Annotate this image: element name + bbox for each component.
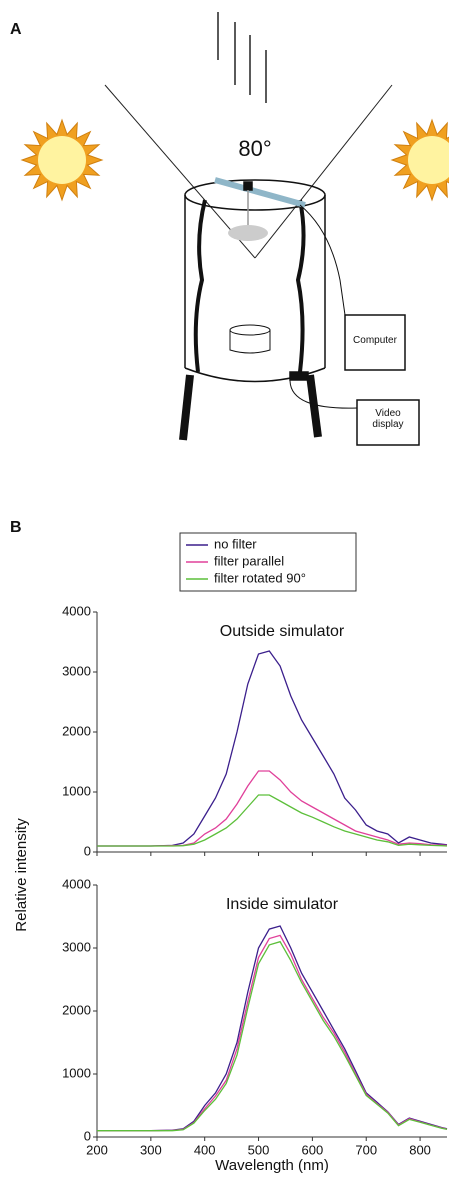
legend-label: filter parallel [214, 553, 284, 568]
series-line [97, 935, 447, 1130]
y-tick-label: 1000 [62, 1065, 91, 1080]
series-line [97, 942, 447, 1131]
angle-label: 80° [238, 136, 271, 161]
x-tick-label: 400 [194, 1142, 216, 1157]
figure-canvas: A 80° B 01000200030004000Outside simulat… [0, 0, 449, 1179]
y-tick-label: 4000 [62, 603, 91, 618]
y-tick-label: 4000 [62, 876, 91, 891]
x-tick-label: 300 [140, 1142, 162, 1157]
panel-label: A [10, 21, 22, 38]
video-label: Video display [366, 408, 410, 430]
series-line [97, 651, 447, 846]
legend-label: no filter [214, 536, 257, 551]
panel-label: B [10, 519, 22, 536]
y-tick-label: 0 [84, 1128, 91, 1143]
series-line [97, 795, 447, 846]
x-tick-label: 800 [409, 1142, 431, 1157]
figure: A 80° B 01000200030004000Outside simulat… [0, 0, 449, 1179]
series-line [97, 926, 447, 1131]
y-axis-label: Relative intensity [13, 818, 30, 932]
light-rays [218, 12, 266, 103]
y-tick-label: 0 [84, 843, 91, 858]
x-tick-label: 500 [248, 1142, 270, 1157]
y-tick-label: 2000 [62, 723, 91, 738]
x-tick-label: 600 [302, 1142, 324, 1157]
y-tick-label: 2000 [62, 1002, 91, 1017]
chart-title: Inside simulator [226, 896, 339, 913]
legend-label: filter rotated 90° [214, 570, 306, 585]
y-tick-label: 3000 [62, 939, 91, 954]
y-tick-label: 1000 [62, 783, 91, 798]
cylinder [183, 180, 419, 445]
x-tick-label: 700 [355, 1142, 377, 1157]
chart-title: Outside simulator [220, 623, 345, 640]
x-tick-label: 200 [86, 1142, 108, 1157]
series-line [97, 771, 447, 846]
computer-label: Computer [345, 335, 405, 346]
y-tick-label: 3000 [62, 663, 91, 678]
x-axis-label: Wavelength (nm) [215, 1157, 329, 1174]
sun-disc [38, 136, 86, 184]
